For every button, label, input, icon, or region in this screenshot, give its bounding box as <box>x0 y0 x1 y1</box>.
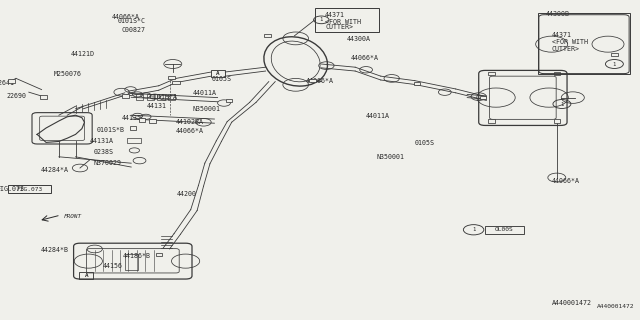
Text: FIG.073: FIG.073 <box>16 187 43 192</box>
Bar <box>125 254 138 270</box>
Bar <box>139 118 145 122</box>
Text: FIG.073: FIG.073 <box>0 186 24 192</box>
Text: N350001: N350001 <box>193 106 221 112</box>
Text: 0101S*C: 0101S*C <box>118 18 146 24</box>
Text: 0238S: 0238S <box>94 149 114 155</box>
Bar <box>226 99 232 102</box>
Bar <box>309 79 316 82</box>
Text: 0101S*A: 0101S*A <box>150 94 178 100</box>
Text: A: A <box>84 273 88 278</box>
Text: 44131: 44131 <box>147 103 166 109</box>
Text: 44066*A: 44066*A <box>552 178 580 184</box>
Text: CUTTER>: CUTTER> <box>325 24 353 30</box>
Bar <box>156 253 162 256</box>
Bar <box>168 76 175 79</box>
Text: <FOR WITH: <FOR WITH <box>552 39 588 45</box>
Text: 44300B: 44300B <box>545 12 570 17</box>
Text: N370029: N370029 <box>93 160 122 165</box>
Text: 44066*A: 44066*A <box>351 55 379 60</box>
Text: 1: 1 <box>472 227 476 232</box>
Text: C00827: C00827 <box>122 28 146 33</box>
Bar <box>554 119 560 123</box>
Text: 44011A: 44011A <box>193 90 216 96</box>
Text: 44135: 44135 <box>122 115 142 121</box>
Bar <box>40 95 47 99</box>
Text: 22641: 22641 <box>0 80 14 85</box>
Text: 44011A: 44011A <box>366 113 390 119</box>
Text: CUTTER>: CUTTER> <box>552 46 580 52</box>
Text: 1: 1 <box>560 101 564 107</box>
Bar <box>538 13 630 74</box>
Text: FRONT: FRONT <box>64 213 82 219</box>
Text: 44186*B: 44186*B <box>122 253 150 259</box>
Text: <FOR WITH: <FOR WITH <box>325 19 361 25</box>
Bar <box>8 185 51 193</box>
Bar <box>485 226 524 234</box>
Text: 44131A: 44131A <box>90 139 114 144</box>
Text: 44066*A: 44066*A <box>111 14 140 20</box>
Text: 0101S*B: 0101S*B <box>97 127 125 132</box>
Bar <box>149 119 156 123</box>
Bar <box>488 72 495 75</box>
Text: A440001472: A440001472 <box>552 300 591 306</box>
Bar <box>127 138 141 143</box>
Bar <box>611 53 618 56</box>
Bar <box>488 119 495 123</box>
Text: 44284*B: 44284*B <box>41 247 69 253</box>
Text: 44102BA: 44102BA <box>175 119 204 125</box>
Bar <box>480 96 486 99</box>
Text: 44200: 44200 <box>177 191 197 196</box>
Bar <box>315 8 379 32</box>
Text: 44300A: 44300A <box>347 36 371 42</box>
Bar <box>147 94 154 100</box>
Text: N350001: N350001 <box>376 154 404 160</box>
Text: 1: 1 <box>319 17 323 22</box>
Bar <box>136 94 143 100</box>
Bar <box>264 34 271 37</box>
Text: 44371: 44371 <box>325 12 345 18</box>
Text: 0105S: 0105S <box>415 140 435 146</box>
Text: A440001472: A440001472 <box>597 304 635 309</box>
Bar <box>157 94 165 100</box>
Bar <box>130 126 136 130</box>
Text: 44156: 44156 <box>103 263 123 269</box>
Text: 22690: 22690 <box>7 93 27 99</box>
Text: 44371: 44371 <box>552 32 572 38</box>
Bar <box>172 81 180 84</box>
Bar <box>8 79 15 83</box>
Bar <box>211 70 225 77</box>
Text: A: A <box>216 71 220 76</box>
Bar <box>79 272 93 279</box>
Bar <box>122 94 129 98</box>
Text: M250076: M250076 <box>54 71 82 77</box>
Bar <box>414 82 420 85</box>
Bar <box>554 72 560 75</box>
Text: OL00S: OL00S <box>495 227 514 232</box>
Text: 44121D: 44121D <box>70 52 95 57</box>
Text: 0105S: 0105S <box>212 76 232 82</box>
Bar <box>168 94 175 100</box>
Text: 44284*A: 44284*A <box>41 167 69 173</box>
Text: 44066*A: 44066*A <box>306 78 334 84</box>
Text: 44066*A: 44066*A <box>175 128 204 133</box>
Text: 1: 1 <box>612 61 616 67</box>
